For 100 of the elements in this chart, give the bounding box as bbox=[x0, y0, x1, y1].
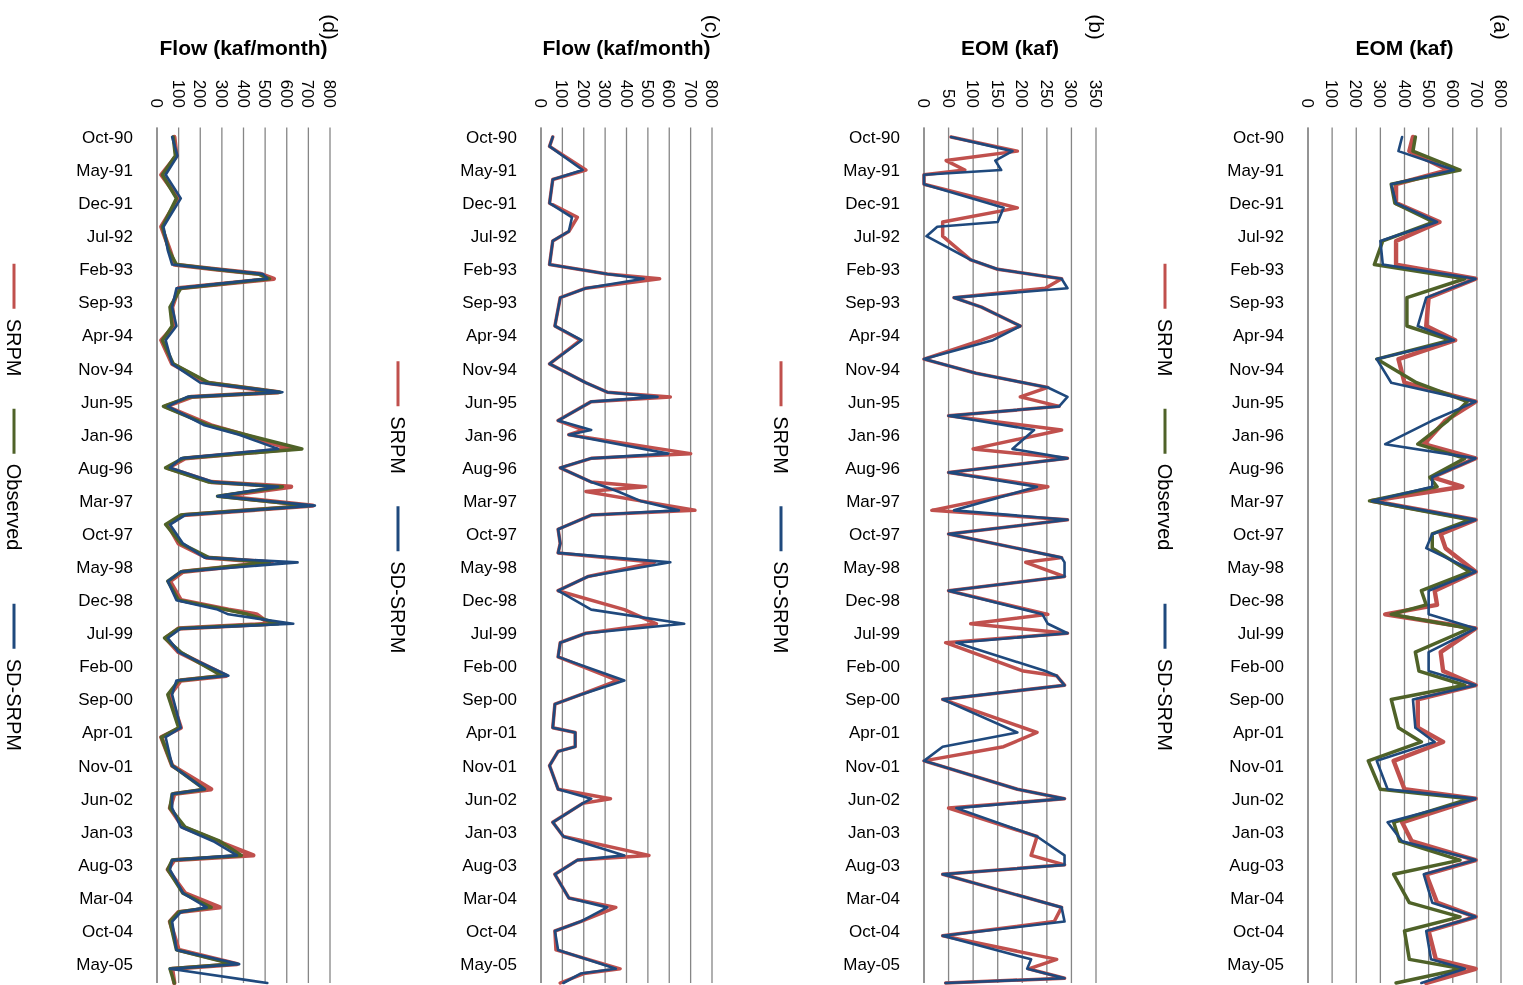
y-tick-label: May-05 bbox=[843, 955, 900, 975]
x-tick-label: 400 bbox=[1394, 79, 1414, 108]
x-tick-label: 100 bbox=[1322, 79, 1342, 108]
y-tick-label: Dec-98 bbox=[845, 591, 900, 611]
y-tick-label: Jun-02 bbox=[1232, 789, 1284, 809]
y-tick-label: Jan-96 bbox=[1232, 425, 1284, 445]
y-tick-label: Apr-94 bbox=[1232, 326, 1284, 346]
y-tick-label: Sep-93 bbox=[462, 293, 517, 313]
legend-label: SD-SRPM bbox=[387, 561, 409, 654]
x-tick-label: 200 bbox=[1012, 79, 1032, 108]
x-tick-label: 250 bbox=[1036, 79, 1056, 108]
x-tick-label: 100 bbox=[963, 79, 983, 108]
y-tick-label: Feb-93 bbox=[463, 260, 517, 280]
y-tick-label: Apr-94 bbox=[465, 326, 517, 346]
chart-title: (b) bbox=[1084, 14, 1108, 40]
x-tick-label: 600 bbox=[276, 79, 296, 108]
y-tick-label: Mar-97 bbox=[846, 491, 900, 511]
y-tick-label: May-91 bbox=[76, 160, 133, 180]
y-tick-label: Apr-01 bbox=[848, 723, 900, 743]
y-tick-label: Aug-03 bbox=[1229, 855, 1284, 875]
x-axis-title: EOM (kaf) bbox=[960, 36, 1060, 60]
y-tick-label: Nov-94 bbox=[78, 359, 133, 379]
y-tick-label: May-05 bbox=[460, 955, 517, 975]
y-tick-label: Aug-96 bbox=[845, 458, 900, 478]
chart-title: (c) bbox=[700, 14, 724, 40]
legend-label: SD-SRPM bbox=[1154, 658, 1176, 751]
y-tick-label: Jan-96 bbox=[848, 425, 900, 445]
y-tick-label: Jul-99 bbox=[1237, 624, 1284, 644]
x-tick-label: 0 bbox=[1298, 98, 1318, 108]
x-tick-label: 0 bbox=[914, 98, 934, 108]
legend-label: SRPM bbox=[770, 416, 792, 475]
x-tick-label: 150 bbox=[987, 79, 1007, 108]
y-tick-label: Dec-91 bbox=[78, 194, 133, 214]
y-tick-label: Feb-00 bbox=[1230, 657, 1284, 677]
y-tick-label: Jun-02 bbox=[848, 789, 900, 809]
x-tick-label: 300 bbox=[1061, 79, 1081, 108]
y-tick-label: Aug-03 bbox=[845, 855, 900, 875]
y-tick-label: Sep-93 bbox=[845, 293, 900, 313]
y-tick-label: Feb-93 bbox=[1230, 260, 1284, 280]
y-tick-label: Jul-92 bbox=[86, 227, 133, 247]
y-tick-label: Mar-04 bbox=[463, 888, 517, 908]
y-tick-label: Jul-92 bbox=[853, 227, 900, 247]
y-tick-label: May-98 bbox=[460, 558, 517, 578]
y-tick-label: Sep-00 bbox=[1229, 690, 1284, 710]
x-tick-label: 800 bbox=[702, 79, 722, 108]
y-tick-label: Dec-91 bbox=[462, 194, 517, 214]
legend-label: SRPM bbox=[1154, 318, 1176, 377]
legend-label: SRPM bbox=[3, 318, 25, 377]
x-tick-label: 300 bbox=[1370, 79, 1390, 108]
y-tick-label: Oct-90 bbox=[1232, 127, 1284, 147]
y-tick-label: Dec-98 bbox=[1229, 591, 1284, 611]
y-tick-label: Jul-92 bbox=[470, 227, 517, 247]
y-tick-label: Jun-95 bbox=[81, 392, 133, 412]
y-tick-label: Aug-96 bbox=[1229, 458, 1284, 478]
y-tick-label: Jun-95 bbox=[1232, 392, 1284, 412]
y-tick-label: Sep-00 bbox=[78, 690, 133, 710]
y-tick-label: Dec-91 bbox=[1229, 194, 1284, 214]
y-tick-label: Nov-94 bbox=[845, 359, 900, 379]
y-tick-label: Feb-00 bbox=[463, 657, 517, 677]
y-tick-label: Oct-90 bbox=[465, 127, 517, 147]
y-tick-label: Nov-01 bbox=[462, 756, 517, 776]
y-tick-label: Nov-01 bbox=[845, 756, 900, 776]
y-tick-label: May-91 bbox=[1227, 160, 1284, 180]
y-tick-label: Mar-97 bbox=[1230, 491, 1284, 511]
legend-label: SRPM bbox=[387, 416, 409, 475]
legend-label: Observed bbox=[1154, 463, 1176, 551]
x-tick-label: 500 bbox=[637, 79, 657, 108]
y-tick-label: Jul-99 bbox=[86, 624, 133, 644]
y-tick-label: Nov-01 bbox=[78, 756, 133, 776]
y-tick-label: Feb-00 bbox=[79, 657, 133, 677]
y-tick-label: May-98 bbox=[1227, 558, 1284, 578]
y-tick-label: Oct-04 bbox=[1232, 921, 1284, 941]
y-tick-label: May-98 bbox=[76, 558, 133, 578]
x-tick-label: 700 bbox=[298, 79, 318, 108]
y-tick-label: Oct-04 bbox=[81, 921, 133, 941]
x-tick-label: 0 bbox=[147, 98, 167, 108]
y-tick-label: Apr-94 bbox=[848, 326, 900, 346]
y-tick-label: Aug-03 bbox=[462, 855, 517, 875]
y-tick-label: Oct-90 bbox=[848, 127, 900, 147]
y-tick-label: Feb-93 bbox=[846, 260, 900, 280]
y-tick-label: Oct-97 bbox=[465, 524, 517, 544]
y-tick-label: Jun-02 bbox=[465, 789, 517, 809]
y-tick-label: Nov-94 bbox=[462, 359, 517, 379]
y-tick-label: Feb-93 bbox=[79, 260, 133, 280]
y-tick-label: Dec-98 bbox=[78, 591, 133, 611]
y-tick-label: Jan-03 bbox=[465, 822, 517, 842]
y-tick-label: Jan-96 bbox=[81, 425, 133, 445]
y-tick-label: Aug-03 bbox=[78, 855, 133, 875]
y-tick-label: Jun-95 bbox=[465, 392, 517, 412]
x-tick-label: 800 bbox=[320, 79, 340, 108]
y-tick-label: Apr-94 bbox=[81, 326, 133, 346]
x-tick-label: 400 bbox=[616, 79, 636, 108]
x-tick-label: 200 bbox=[1346, 79, 1366, 108]
x-tick-label: 200 bbox=[573, 79, 593, 108]
y-tick-label: Jan-03 bbox=[848, 822, 900, 842]
y-tick-label: May-05 bbox=[1227, 955, 1284, 975]
x-tick-label: 350 bbox=[1086, 79, 1106, 108]
x-tick-label: 600 bbox=[1442, 79, 1462, 108]
y-tick-label: Sep-00 bbox=[462, 690, 517, 710]
x-tick-label: 100 bbox=[552, 79, 572, 108]
